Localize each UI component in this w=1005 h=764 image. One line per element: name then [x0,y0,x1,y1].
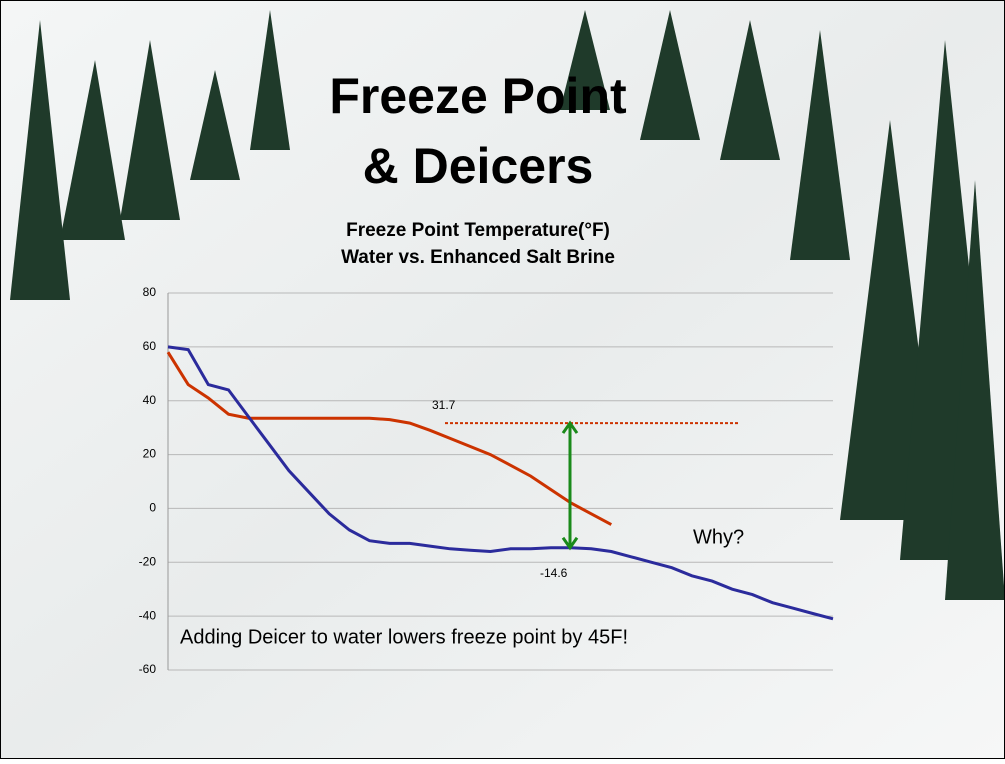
chart-subtitle: Water vs. Enhanced Salt Brine [341,247,615,268]
y-tick-label: 80 [143,285,157,299]
series-line [167,345,834,621]
y-tick-label: 60 [143,339,157,353]
y-tick-label: -60 [139,662,157,676]
y-tick-label: 20 [143,447,157,461]
annotation-label: 31.7 [432,398,456,412]
y-tick-label: 0 [149,501,156,515]
annotation-label: -14.6 [540,566,568,580]
y-tick-label: 40 [143,393,157,407]
series-line [166,351,613,526]
slide-title: Freeze Point [329,68,627,124]
note: Why? [693,526,744,548]
trees [10,10,1005,600]
note: Adding Deicer to water lowers freeze poi… [180,626,628,648]
difference-arrow [561,420,579,551]
y-tick-label: -20 [139,554,157,568]
y-tick-label: -40 [139,608,157,622]
slide-title: & Deicers [363,138,594,194]
chart-title: Freeze Point Temperature(°F) [346,220,610,241]
